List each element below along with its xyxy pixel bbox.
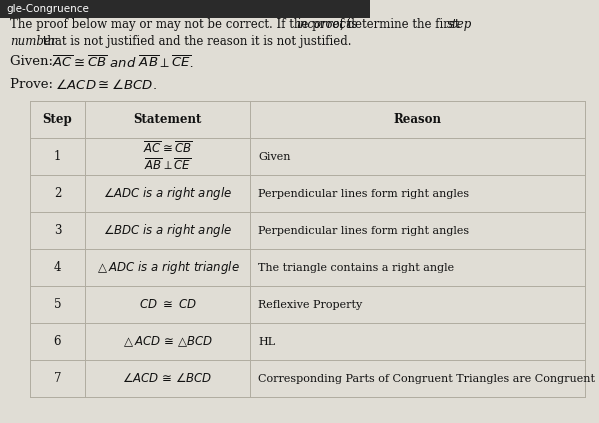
Text: Corresponding Parts of Congruent Triangles are Congruent (CPCTC): Corresponding Parts of Congruent Triangl…	[258, 373, 599, 384]
Text: Given:: Given:	[10, 55, 58, 68]
Bar	[0, 0, 370, 18]
Text: Reflexive Property: Reflexive Property	[258, 299, 362, 310]
Text: number: number	[10, 35, 56, 48]
Text: Perpendicular lines form right angles: Perpendicular lines form right angles	[258, 225, 469, 236]
Text: CD $\cong$ CD: CD $\cong$ CD	[138, 298, 196, 311]
Text: $\overline{AC} \cong \overline{CB}$ and $\overline{AB} \perp \overline{CE}$.: $\overline{AC} \cong \overline{CB}$ and …	[52, 55, 193, 71]
Text: step: step	[446, 18, 472, 31]
Text: 3: 3	[54, 224, 61, 237]
Text: $\angle ACD \cong \angle BCD.$: $\angle ACD \cong \angle BCD.$	[55, 78, 157, 92]
Text: Step: Step	[43, 113, 72, 126]
Text: Perpendicular lines form right angles: Perpendicular lines form right angles	[258, 189, 469, 198]
Text: $\angle$ADC is a right angle: $\angle$ADC is a right angle	[103, 185, 232, 202]
Text: HL: HL	[258, 337, 275, 346]
Text: The triangle contains a right angle: The triangle contains a right angle	[258, 263, 454, 272]
Text: 5: 5	[54, 298, 61, 311]
Text: 1: 1	[54, 150, 61, 163]
Text: Reason: Reason	[394, 113, 441, 126]
Text: $\overline{AC} \cong \overline{CB}$: $\overline{AC} \cong \overline{CB}$	[143, 140, 192, 156]
Text: $\angle$BDC is a right angle: $\angle$BDC is a right angle	[103, 222, 232, 239]
Text: Given: Given	[258, 151, 291, 162]
Text: incorrect: incorrect	[296, 18, 351, 31]
Text: 7: 7	[54, 372, 61, 385]
Text: $\triangle$ACD ≅ △BCD: $\triangle$ACD ≅ △BCD	[122, 334, 213, 349]
Text: Statement: Statement	[134, 113, 202, 126]
Text: , determine the first: , determine the first	[340, 18, 463, 31]
Text: 6: 6	[54, 335, 61, 348]
Text: $\angle$ACD ≅ ∠BCD: $\angle$ACD ≅ ∠BCD	[122, 372, 213, 385]
Text: 2: 2	[54, 187, 61, 200]
Text: gle-Congruence: gle-Congruence	[6, 4, 89, 14]
Text: $\triangle$ADC is a right triangle: $\triangle$ADC is a right triangle	[95, 259, 240, 276]
Text: Prove:: Prove:	[10, 78, 58, 91]
Text: that is not justified and the reason it is not justified.: that is not justified and the reason it …	[39, 35, 352, 48]
Text: 4: 4	[54, 261, 61, 274]
Text: $\overline{AB} \perp \overline{CE}$: $\overline{AB} \perp \overline{CE}$	[144, 157, 191, 173]
Text: The proof below may or may not be correct. If the proof is: The proof below may or may not be correc…	[10, 18, 361, 31]
